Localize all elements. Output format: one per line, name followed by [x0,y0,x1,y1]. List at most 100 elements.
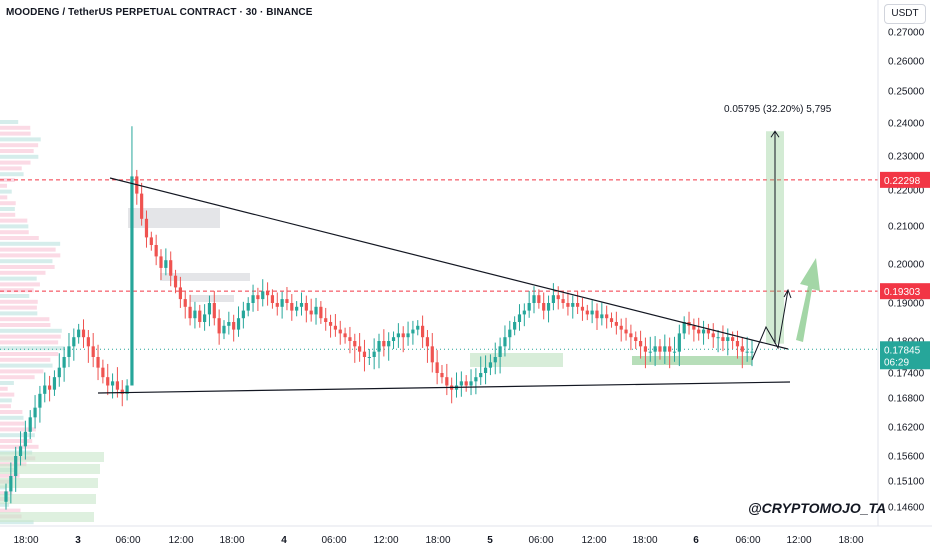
author-watermark: @CRYPTOMOJO_TA [748,500,887,516]
volume-profile-bar [0,288,34,293]
x-tick-label: 12:00 [373,535,398,546]
candle-body [183,299,187,307]
candle-body [324,318,328,322]
candle-body [668,346,672,352]
currency-unit-button[interactable]: USDT [884,4,926,24]
candle-body [619,325,623,330]
supply-zone [190,295,234,302]
volume-profile-bar [0,294,30,298]
chart-title: MOODENG / TetherUS PERPETUAL CONTRACT · … [6,7,313,18]
volume-profile-bar [0,421,25,426]
candle-body [101,367,105,378]
candle-body [285,299,289,303]
candle-body [295,306,299,311]
candle-body [178,287,182,300]
volume-profile-bar [0,253,61,258]
volume-profile-bar [0,299,38,304]
x-tick-label: 12:00 [581,535,606,546]
candle-body [348,337,352,341]
candle-body [435,362,439,373]
volume-profile-bar [0,166,22,171]
candle-body [377,341,381,352]
candle-body [464,381,468,386]
volume-profile-bar [0,317,50,322]
volume-profile-bar [0,427,36,432]
y-tick-label: 0.21000 [888,222,925,233]
candle-body [605,314,609,319]
volume-profile-bar [0,410,23,414]
candle-body [740,346,744,352]
volume-profile-bar [0,352,59,356]
volume-profile-bar [0,247,56,252]
x-tick-label: 18:00 [838,535,863,546]
demand-zone [632,356,752,365]
level-tag-resistance-upper [880,171,930,188]
candle-body [159,256,163,268]
candle-body [261,291,265,300]
candle-body [532,295,536,303]
candle-body [343,333,347,338]
countdown-text: 06:29 [884,357,909,368]
candle-body [280,299,284,307]
candle-body [634,337,638,341]
candle-body [314,306,318,315]
volume-profile-bar [0,230,29,235]
candle-body [28,417,32,432]
y-tick-label: 0.23000 [888,152,925,163]
supply-zone [128,208,220,228]
x-tick-label: 18:00 [632,535,657,546]
volume-profile-bar [0,154,39,159]
candle-body [130,176,134,386]
candle-body [672,351,677,353]
candle-body [726,337,730,341]
volume-profile-bar [0,241,61,246]
candle-body [600,314,604,319]
volume-profile-bar [0,473,20,478]
volume-profile-bar [0,392,15,397]
volume-profile-bar [0,189,12,194]
candle-body [522,310,526,315]
volume-profile-bar [0,386,8,391]
candle-body [721,337,725,341]
volume-profile-bar [0,433,35,438]
y-tick-label: 0.16200 [888,423,925,434]
candle-body [416,325,420,330]
candle-body [43,385,47,394]
volume-profile-bar [0,183,7,188]
candle-body [445,377,449,386]
price-axis [878,0,932,550]
candle-body [406,333,410,338]
candle-body [217,318,221,334]
y-tick-label: 0.17400 [888,369,925,380]
candle-body [309,310,313,315]
candle-body [125,385,129,394]
candle-body [372,351,376,357]
candle-body [353,341,357,347]
candle-body [576,303,580,307]
candle-body [198,310,202,322]
candle-body [396,333,400,338]
x-tick-label: 18:00 [219,535,244,546]
candle-body [362,351,367,357]
x-tick-label: 12:00 [168,535,193,546]
candle-body [251,295,255,303]
candle-body [173,275,178,288]
candle-body [513,322,517,330]
candle-body [33,407,37,418]
candle-body [96,357,100,368]
volume-profile-bar [0,120,19,124]
volume-profile-bar [0,375,35,380]
volume-profile-bar [0,398,12,403]
candle-body [256,295,260,300]
y-tick-label: 0.24000 [888,119,925,130]
candle-body [425,337,430,347]
candle-body [140,193,144,219]
candle-body [566,303,570,307]
candle-body [624,329,628,334]
candle-body [265,291,270,296]
volume-profile-bar [0,502,10,507]
candle-body [580,306,585,311]
candle-body [62,357,66,368]
candle-body [517,314,522,322]
